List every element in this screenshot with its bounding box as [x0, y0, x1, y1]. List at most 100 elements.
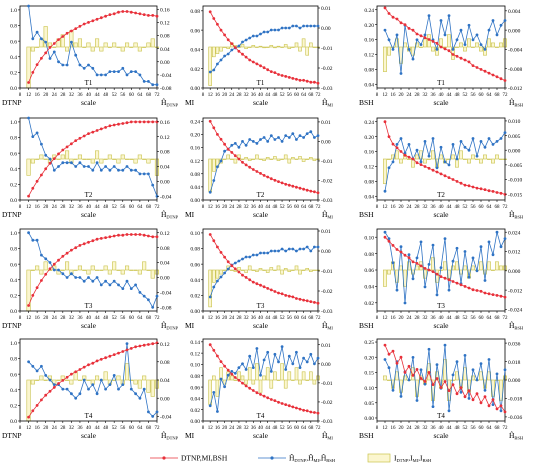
- point-h: [95, 161, 99, 165]
- x-tick-label: 48: [455, 205, 461, 210]
- point-main: [479, 68, 483, 71]
- point-main: [155, 235, 159, 239]
- right-tick-label: 0.12: [160, 135, 170, 141]
- point-main: [259, 393, 262, 396]
- bar-mark: [215, 269, 220, 279]
- left-tick-label: 0.8: [10, 24, 17, 30]
- point-h: [423, 285, 427, 289]
- point-main: [248, 165, 252, 169]
- point-main: [431, 383, 435, 386]
- point-h: [31, 135, 35, 139]
- x-tick-label: 20: [399, 93, 405, 98]
- x-tick-label: 8: [376, 205, 379, 210]
- point-main: [503, 410, 507, 414]
- bar-mark: [107, 154, 112, 160]
- point-main: [241, 381, 244, 385]
- point-main: [455, 54, 459, 58]
- x-tick-label: 20: [222, 426, 228, 431]
- bar-mark: [294, 158, 299, 160]
- bar-mark: [247, 46, 252, 48]
- point-h: [266, 251, 270, 255]
- bar-mark: [120, 269, 125, 275]
- bar-mark: [255, 363, 259, 381]
- bar-mark: [56, 158, 61, 160]
- point-main: [395, 17, 399, 21]
- left-tick-label: 0.12: [190, 159, 200, 165]
- point-h: [277, 136, 280, 139]
- x-tick-label: 12: [26, 93, 32, 98]
- bar-mark: [298, 156, 302, 160]
- point-h: [451, 259, 455, 263]
- point-main: [313, 190, 316, 194]
- bar-mark: [137, 46, 142, 52]
- point-main: [316, 411, 320, 415]
- bar-mark: [498, 158, 503, 160]
- right-tick-label: -0.04: [160, 194, 172, 200]
- point-main: [147, 343, 150, 346]
- point-h: [298, 134, 302, 138]
- x-tick-label: 72: [316, 93, 322, 98]
- point-h: [223, 385, 227, 389]
- point-h: [435, 363, 439, 366]
- point-h: [459, 140, 463, 143]
- x-axis-label: scale: [253, 431, 269, 440]
- point-h: [483, 145, 487, 149]
- x-tick-label: 60: [129, 93, 135, 98]
- x-tick-label: 28: [236, 316, 242, 321]
- point-h: [316, 24, 320, 28]
- point-h: [419, 368, 423, 372]
- point-main: [291, 295, 295, 299]
- x-tick-label: 56: [471, 426, 477, 431]
- right-tick-label: -0.004: [508, 48, 522, 54]
- panel-title: T2: [85, 191, 93, 199]
- right-axis-name-sub: BSH: [514, 103, 524, 108]
- x-tick-label: 36: [77, 93, 83, 98]
- point-h: [309, 249, 313, 253]
- bar-mark: [308, 269, 313, 272]
- right-tick-label: -0.08: [160, 86, 172, 92]
- point-h: [287, 26, 291, 30]
- point-main: [287, 404, 291, 408]
- point-h: [52, 268, 56, 272]
- point-main: [112, 12, 116, 16]
- point-h: [305, 360, 309, 364]
- point-h: [479, 245, 483, 249]
- bar-mark: [386, 158, 391, 160]
- point-h: [269, 28, 273, 32]
- x-tick-label: 52: [280, 316, 286, 321]
- x-axis-label: scale: [434, 210, 450, 219]
- x-tick-label: 64: [487, 205, 493, 210]
- bar-mark: [462, 265, 467, 271]
- x-tick-label: 48: [103, 93, 109, 98]
- bar-mark: [298, 269, 302, 275]
- point-h: [255, 34, 259, 38]
- bar-mark: [116, 158, 121, 164]
- point-main: [487, 404, 491, 408]
- point-main: [411, 157, 415, 161]
- point-h: [387, 237, 391, 241]
- left-tick-label: 0.04: [190, 397, 200, 403]
- right-tick-label: -0.02: [321, 289, 333, 295]
- legend-label-i-part: ,I: [408, 454, 413, 463]
- point-main: [280, 74, 284, 77]
- point-h: [108, 70, 112, 73]
- bar-mark: [90, 265, 95, 271]
- point-main: [277, 73, 280, 76]
- x-tick-label: 8: [202, 316, 205, 321]
- point-main: [316, 301, 320, 305]
- bar-mark: [129, 379, 134, 381]
- point-h: [78, 161, 82, 165]
- point-h: [208, 70, 212, 74]
- panel-title: T1: [85, 79, 93, 87]
- x-axis-label: scale: [434, 321, 450, 330]
- right-axis-name: ĤDTNP: [161, 320, 179, 331]
- left-tick-label: 0.02: [364, 301, 374, 307]
- left-tick-label: 0.04: [364, 285, 374, 291]
- bar-mark: [478, 46, 483, 52]
- point-h: [427, 14, 431, 17]
- point-main: [40, 173, 43, 177]
- bar-mark: [265, 46, 270, 48]
- x-tick-label: 72: [155, 93, 161, 98]
- point-main: [244, 384, 248, 388]
- point-main: [117, 351, 120, 355]
